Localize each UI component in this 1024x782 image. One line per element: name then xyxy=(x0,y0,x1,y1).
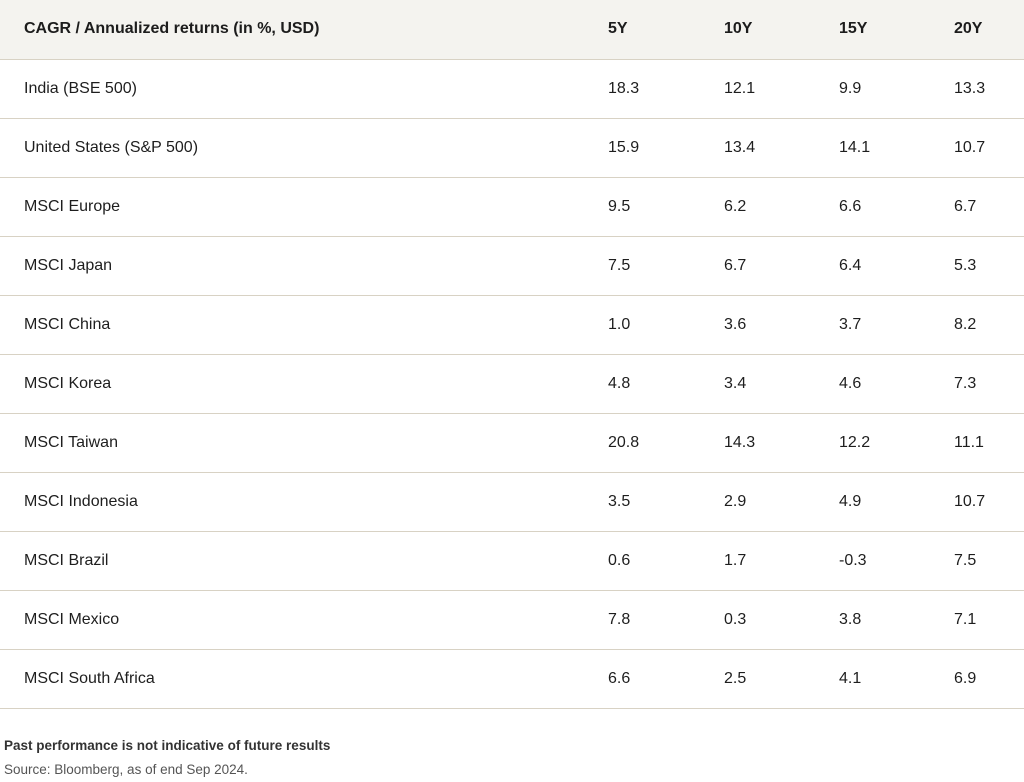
return-5y: 1.0 xyxy=(608,295,724,355)
return-20y: 7.3 xyxy=(954,354,1024,414)
return-10y: 14.3 xyxy=(724,413,839,473)
return-5y: 0.6 xyxy=(608,531,724,591)
return-20y: 11.1 xyxy=(954,413,1024,473)
return-15y: 3.8 xyxy=(839,590,954,650)
market-name: MSCI Japan xyxy=(0,236,608,296)
return-15y: 12.2 xyxy=(839,413,954,473)
header-20y: 20Y xyxy=(954,0,1024,60)
return-10y: 0.3 xyxy=(724,590,839,650)
return-20y: 6.9 xyxy=(954,649,1024,709)
return-5y: 3.5 xyxy=(608,472,724,532)
header-15y: 15Y xyxy=(839,0,954,60)
source-note: Source: Bloomberg, as of end Sep 2024. xyxy=(4,762,248,777)
return-20y: 13.3 xyxy=(954,59,1024,119)
header-10y: 10Y xyxy=(724,0,839,60)
return-15y: 14.1 xyxy=(839,118,954,178)
market-name: MSCI Korea xyxy=(0,354,608,414)
return-10y: 2.5 xyxy=(724,649,839,709)
return-5y: 18.3 xyxy=(608,59,724,119)
market-name: MSCI Europe xyxy=(0,177,608,237)
return-5y: 7.8 xyxy=(608,590,724,650)
return-10y: 3.6 xyxy=(724,295,839,355)
return-15y: -0.3 xyxy=(839,531,954,591)
return-15y: 4.9 xyxy=(839,472,954,532)
table-row: MSCI Taiwan 20.8 14.3 12.2 11.1 xyxy=(0,413,1024,473)
return-5y: 6.6 xyxy=(608,649,724,709)
table-row: MSCI Europe 9.5 6.2 6.6 6.7 xyxy=(0,177,1024,237)
return-5y: 9.5 xyxy=(608,177,724,237)
return-10y: 2.9 xyxy=(724,472,839,532)
header-cagr-label: CAGR / Annualized returns (in %, USD) xyxy=(0,0,608,60)
table-body: India (BSE 500) 18.3 12.1 9.9 13.3 Unite… xyxy=(0,59,1024,709)
performance-disclaimer: Past performance is not indicative of fu… xyxy=(4,738,331,753)
return-20y: 8.2 xyxy=(954,295,1024,355)
header-5y: 5Y xyxy=(608,0,724,60)
table-footer: Past performance is not indicative of fu… xyxy=(4,736,330,780)
table-header-row: CAGR / Annualized returns (in %, USD) 5Y… xyxy=(0,0,1024,60)
return-20y: 6.7 xyxy=(954,177,1024,237)
table-row: India (BSE 500) 18.3 12.1 9.9 13.3 xyxy=(0,59,1024,119)
market-name: MSCI Taiwan xyxy=(0,413,608,473)
table-row: MSCI Mexico 7.8 0.3 3.8 7.1 xyxy=(0,590,1024,650)
return-20y: 7.5 xyxy=(954,531,1024,591)
return-15y: 4.6 xyxy=(839,354,954,414)
market-name: MSCI Mexico xyxy=(0,590,608,650)
return-20y: 10.7 xyxy=(954,118,1024,178)
return-10y: 6.2 xyxy=(724,177,839,237)
table-row: MSCI China 1.0 3.6 3.7 8.2 xyxy=(0,295,1024,355)
return-10y: 1.7 xyxy=(724,531,839,591)
table-row: MSCI Korea 4.8 3.4 4.6 7.3 xyxy=(0,354,1024,414)
return-10y: 13.4 xyxy=(724,118,839,178)
market-name: MSCI China xyxy=(0,295,608,355)
return-20y: 10.7 xyxy=(954,472,1024,532)
return-10y: 6.7 xyxy=(724,236,839,296)
return-20y: 5.3 xyxy=(954,236,1024,296)
market-name: MSCI South Africa xyxy=(0,649,608,709)
table-row: MSCI South Africa 6.6 2.5 4.1 6.9 xyxy=(0,649,1024,709)
return-15y: 4.1 xyxy=(839,649,954,709)
table-row: United States (S&P 500) 15.9 13.4 14.1 1… xyxy=(0,118,1024,178)
market-name: MSCI Indonesia xyxy=(0,472,608,532)
return-15y: 6.4 xyxy=(839,236,954,296)
table-row: MSCI Japan 7.5 6.7 6.4 5.3 xyxy=(0,236,1024,296)
return-15y: 6.6 xyxy=(839,177,954,237)
return-20y: 7.1 xyxy=(954,590,1024,650)
return-10y: 12.1 xyxy=(724,59,839,119)
return-15y: 9.9 xyxy=(839,59,954,119)
market-name: India (BSE 500) xyxy=(0,59,608,119)
return-15y: 3.7 xyxy=(839,295,954,355)
return-5y: 20.8 xyxy=(608,413,724,473)
return-10y: 3.4 xyxy=(724,354,839,414)
returns-table: CAGR / Annualized returns (in %, USD) 5Y… xyxy=(0,0,1024,709)
market-name: MSCI Brazil xyxy=(0,531,608,591)
return-5y: 4.8 xyxy=(608,354,724,414)
table-row: MSCI Brazil 0.6 1.7 -0.3 7.5 xyxy=(0,531,1024,591)
market-name: United States (S&P 500) xyxy=(0,118,608,178)
table-row: MSCI Indonesia 3.5 2.9 4.9 10.7 xyxy=(0,472,1024,532)
return-5y: 15.9 xyxy=(608,118,724,178)
return-5y: 7.5 xyxy=(608,236,724,296)
returns-table-container: CAGR / Annualized returns (in %, USD) 5Y… xyxy=(0,0,1024,709)
